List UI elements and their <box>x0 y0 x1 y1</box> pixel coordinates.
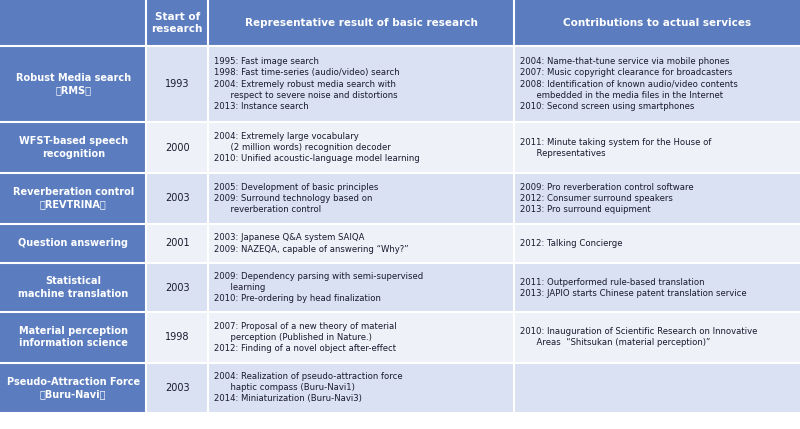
Text: 2011: Outperformed rule-based translation
2013: JAPIO starts Chinese patent tran: 2011: Outperformed rule-based translatio… <box>520 278 747 298</box>
Bar <box>0 363 146 413</box>
Text: 2004: Extremely large vocabulary
      (2 million words) recognition decoder
201: 2004: Extremely large vocabulary (2 mill… <box>214 132 420 163</box>
Text: Representative result of basic research: Representative result of basic research <box>245 18 478 28</box>
Bar <box>208 122 514 173</box>
Text: WFST-based speech
recognition: WFST-based speech recognition <box>18 136 128 159</box>
Bar <box>514 263 800 312</box>
Bar <box>0 224 146 263</box>
Text: Reverberation control
【REVTRINA】: Reverberation control 【REVTRINA】 <box>13 187 134 209</box>
Bar <box>514 122 800 173</box>
Bar <box>208 173 514 224</box>
Text: 2004: Name-that-tune service via mobile phones
2007: Music copyright clearance f: 2004: Name-that-tune service via mobile … <box>520 57 738 111</box>
Bar <box>146 363 208 413</box>
Bar <box>514 0 800 46</box>
Text: 2010: Inauguration of Scientific Research on Innovative
      Areas  “Shitsukan : 2010: Inauguration of Scientific Researc… <box>520 327 758 347</box>
Bar <box>208 263 514 312</box>
Text: 2005: Development of basic principles
2009: Surround technology based on
      r: 2005: Development of basic principles 20… <box>214 183 378 214</box>
Text: Material perception
information science: Material perception information science <box>18 326 128 348</box>
Bar <box>208 224 514 263</box>
Bar <box>514 173 800 224</box>
Bar <box>208 46 514 122</box>
Text: 1993: 1993 <box>165 79 190 89</box>
Text: 2003: 2003 <box>165 283 190 293</box>
Bar <box>0 263 146 312</box>
Text: 2011: Minute taking system for the House of
      Representatives: 2011: Minute taking system for the House… <box>520 138 712 157</box>
Bar <box>514 46 800 122</box>
Text: Question answering: Question answering <box>18 239 128 248</box>
Bar <box>208 363 514 413</box>
Text: 2007: Proposal of a new theory of material
      perception (Published in Nature: 2007: Proposal of a new theory of materi… <box>214 322 397 353</box>
Bar <box>0 46 146 122</box>
Bar <box>514 224 800 263</box>
Text: 2012: Talking Concierge: 2012: Talking Concierge <box>520 239 623 248</box>
Text: 2009: Pro reverberation control software
2012: Consumer surround speakers
2013: : 2009: Pro reverberation control software… <box>520 183 694 214</box>
Text: 1995: Fast image search
1998: Fast time-series (audio/video) search
2004: Extrem: 1995: Fast image search 1998: Fast time-… <box>214 57 400 111</box>
Text: 2003: 2003 <box>165 383 190 393</box>
Bar <box>146 122 208 173</box>
Text: Robust Media search
【RMS】: Robust Media search 【RMS】 <box>16 73 130 95</box>
Text: Pseudo-Attraction Force
【Buru-Navi】: Pseudo-Attraction Force 【Buru-Navi】 <box>6 377 140 399</box>
Bar <box>0 173 146 224</box>
Text: 2003: 2003 <box>165 193 190 203</box>
Text: 1998: 1998 <box>165 332 190 342</box>
Text: Statistical
machine translation: Statistical machine translation <box>18 276 128 299</box>
Text: 2004: Realization of pseudo-attraction force
      haptic compass (Buru-Navi1)
2: 2004: Realization of pseudo-attraction f… <box>214 372 402 403</box>
Bar <box>146 173 208 224</box>
Bar <box>146 312 208 363</box>
Bar <box>208 312 514 363</box>
Bar <box>514 363 800 413</box>
Bar <box>0 0 146 46</box>
Text: 2000: 2000 <box>165 142 190 153</box>
Bar <box>208 0 514 46</box>
Bar <box>146 263 208 312</box>
Text: Start of
research: Start of research <box>151 12 203 34</box>
Text: Contributions to actual services: Contributions to actual services <box>563 18 751 28</box>
Text: 2003: Japanese Q&A system SAIQA
2009: NAZEQA, capable of answering “Why?”: 2003: Japanese Q&A system SAIQA 2009: NA… <box>214 233 409 254</box>
Bar <box>146 0 208 46</box>
Text: 2001: 2001 <box>165 239 190 248</box>
Bar <box>514 312 800 363</box>
Bar <box>146 224 208 263</box>
Bar <box>0 122 146 173</box>
Bar <box>146 46 208 122</box>
Bar <box>0 312 146 363</box>
Text: 2009: Dependency parsing with semi-supervised
      learning
2010: Pre-ordering : 2009: Dependency parsing with semi-super… <box>214 272 423 303</box>
